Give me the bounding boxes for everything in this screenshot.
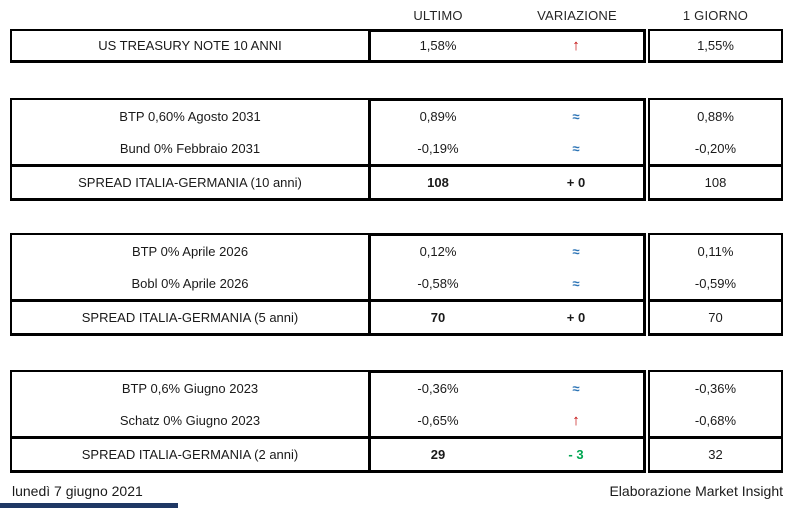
giorno-value: -0,59% [694,275,737,291]
giorno-value: 0,88% [697,108,734,124]
table-row: Schatz 0% Giugno 2023 -0,65% ↑ [12,404,644,436]
table-row: -0,68% [650,404,781,436]
section-label-value-box: BTP 0,60% Agosto 2031 0,89% ≈ Bund 0% Fe… [10,98,646,201]
spread-row: 70 [650,299,781,333]
section-giorno-box: 0,88% -0,20% 108 [648,98,783,201]
spread-row: SPREAD ITALIA-GERMANIA (5 anni) 70 + 0 [12,299,644,333]
giorno-value: 0,11% [697,243,734,259]
ultimo-value: -0,36% [417,380,459,396]
spread-row: SPREAD ITALIA-GERMANIA (2 anni) 29 - 3 [12,436,644,470]
spread-row: 108 [650,164,781,198]
table-row: BTP 0,6% Giugno 2023 -0,36% ≈ [12,372,644,404]
table-row: -0,59% [650,267,781,299]
col-header-giorno: 1 GIORNO [682,8,749,23]
spread-ultimo-value: 70 [430,310,446,325]
table-row: BTP 0% Aprile 2026 0,12% ≈ [12,235,644,267]
giorno-value: -0,68% [694,412,737,428]
section-giorno-box: 0,11% -0,59% 70 [648,233,783,336]
spread-variazione-value: + 0 [566,310,586,325]
instrument-label: BTP 0,60% Agosto 2031 [119,108,261,124]
instrument-label: Schatz 0% Giugno 2023 [119,412,261,428]
section-10-anni: BTP 0,60% Agosto 2031 0,89% ≈ Bund 0% Fe… [10,98,783,201]
ultimo-value: 0,89% [419,108,457,124]
up-arrow-icon: ↑ [572,37,580,54]
section-label-value-box: BTP 0,6% Giugno 2023 -0,36% ≈ Schatz 0% … [10,370,646,473]
ultimo-value: -0,19% [417,140,459,156]
bottom-bar [0,503,178,508]
spread-variazione-value: - 3 [568,447,584,462]
section-2-anni: BTP 0,6% Giugno 2023 -0,36% ≈ Schatz 0% … [10,370,783,473]
treasury-label-value-box: US TREASURY NOTE 10 ANNI 1,58% ↑ [10,29,646,63]
table-row: 0,11% [650,235,781,267]
giorno-value: 1,55% [697,38,734,53]
spread-label: SPREAD ITALIA-GERMANIA (10 anni) [78,175,302,190]
instrument-label: US TREASURY NOTE 10 ANNI [98,38,282,53]
ultimo-value: 1,58% [419,38,457,53]
section-5-anni: BTP 0% Aprile 2026 0,12% ≈ Bobl 0% April… [10,233,783,336]
instrument-label: Bobl 0% Aprile 2026 [131,275,249,291]
treasury-giorno-box: 1,55% [648,29,783,63]
table-row: BTP 0,60% Agosto 2031 0,89% ≈ [12,100,644,132]
instrument-label: BTP 0% Aprile 2026 [131,243,249,259]
table-row: -0,36% [650,372,781,404]
section-giorno-box: -0,36% -0,68% 32 [648,370,783,473]
column-headers: ULTIMO VARIAZIONE 1 GIORNO [10,6,783,26]
spread-ultimo-value: 29 [430,447,446,462]
table-row: Bund 0% Febbraio 2031 -0,19% ≈ [12,132,644,164]
table-row: 1,55% [650,31,781,60]
report-date: lunedì 7 giugno 2021 [12,483,143,499]
table-row: -0,20% [650,132,781,164]
instrument-label: BTP 0,6% Giugno 2023 [121,380,259,396]
spread-label: SPREAD ITALIA-GERMANIA (5 anni) [81,310,299,325]
source-credit: Elaborazione Market Insight [609,483,783,499]
spread-giorno-value: 70 [708,310,723,325]
ultimo-value: 0,12% [419,243,457,259]
table-row: 0,88% [650,100,781,132]
approx-icon: ≈ [572,275,580,291]
table-row: Bobl 0% Aprile 2026 -0,58% ≈ [12,267,644,299]
giorno-value: -0,36% [694,380,737,396]
col-header-variazione: VARIAZIONE [537,8,617,23]
section-label-value-box: BTP 0% Aprile 2026 0,12% ≈ Bobl 0% April… [10,233,646,336]
ultimo-value: -0,65% [417,412,459,428]
table-row: US TREASURY NOTE 10 ANNI 1,58% ↑ [12,31,644,60]
spread-giorno-value: 32 [708,447,723,462]
up-arrow-icon: ↑ [572,411,580,429]
spread-giorno-value: 108 [704,175,727,190]
spread-label: SPREAD ITALIA-GERMANIA (2 anni) [81,447,299,462]
spread-ultimo-value: 108 [427,175,449,190]
giorno-value: -0,20% [694,140,737,156]
approx-icon: ≈ [572,380,580,396]
spread-row: SPREAD ITALIA-GERMANIA (10 anni) 108 + 0 [12,164,644,198]
instrument-label: Bund 0% Febbraio 2031 [119,140,261,156]
col-header-ultimo: ULTIMO [413,8,463,23]
spread-variazione-value: + 0 [566,175,586,190]
treasury-band: US TREASURY NOTE 10 ANNI 1,58% ↑ 1,55% [10,29,783,63]
ultimo-value: -0,58% [417,275,459,291]
approx-icon: ≈ [572,108,580,124]
approx-icon: ≈ [572,243,580,259]
spread-row: 32 [650,436,781,470]
approx-icon: ≈ [572,140,580,156]
